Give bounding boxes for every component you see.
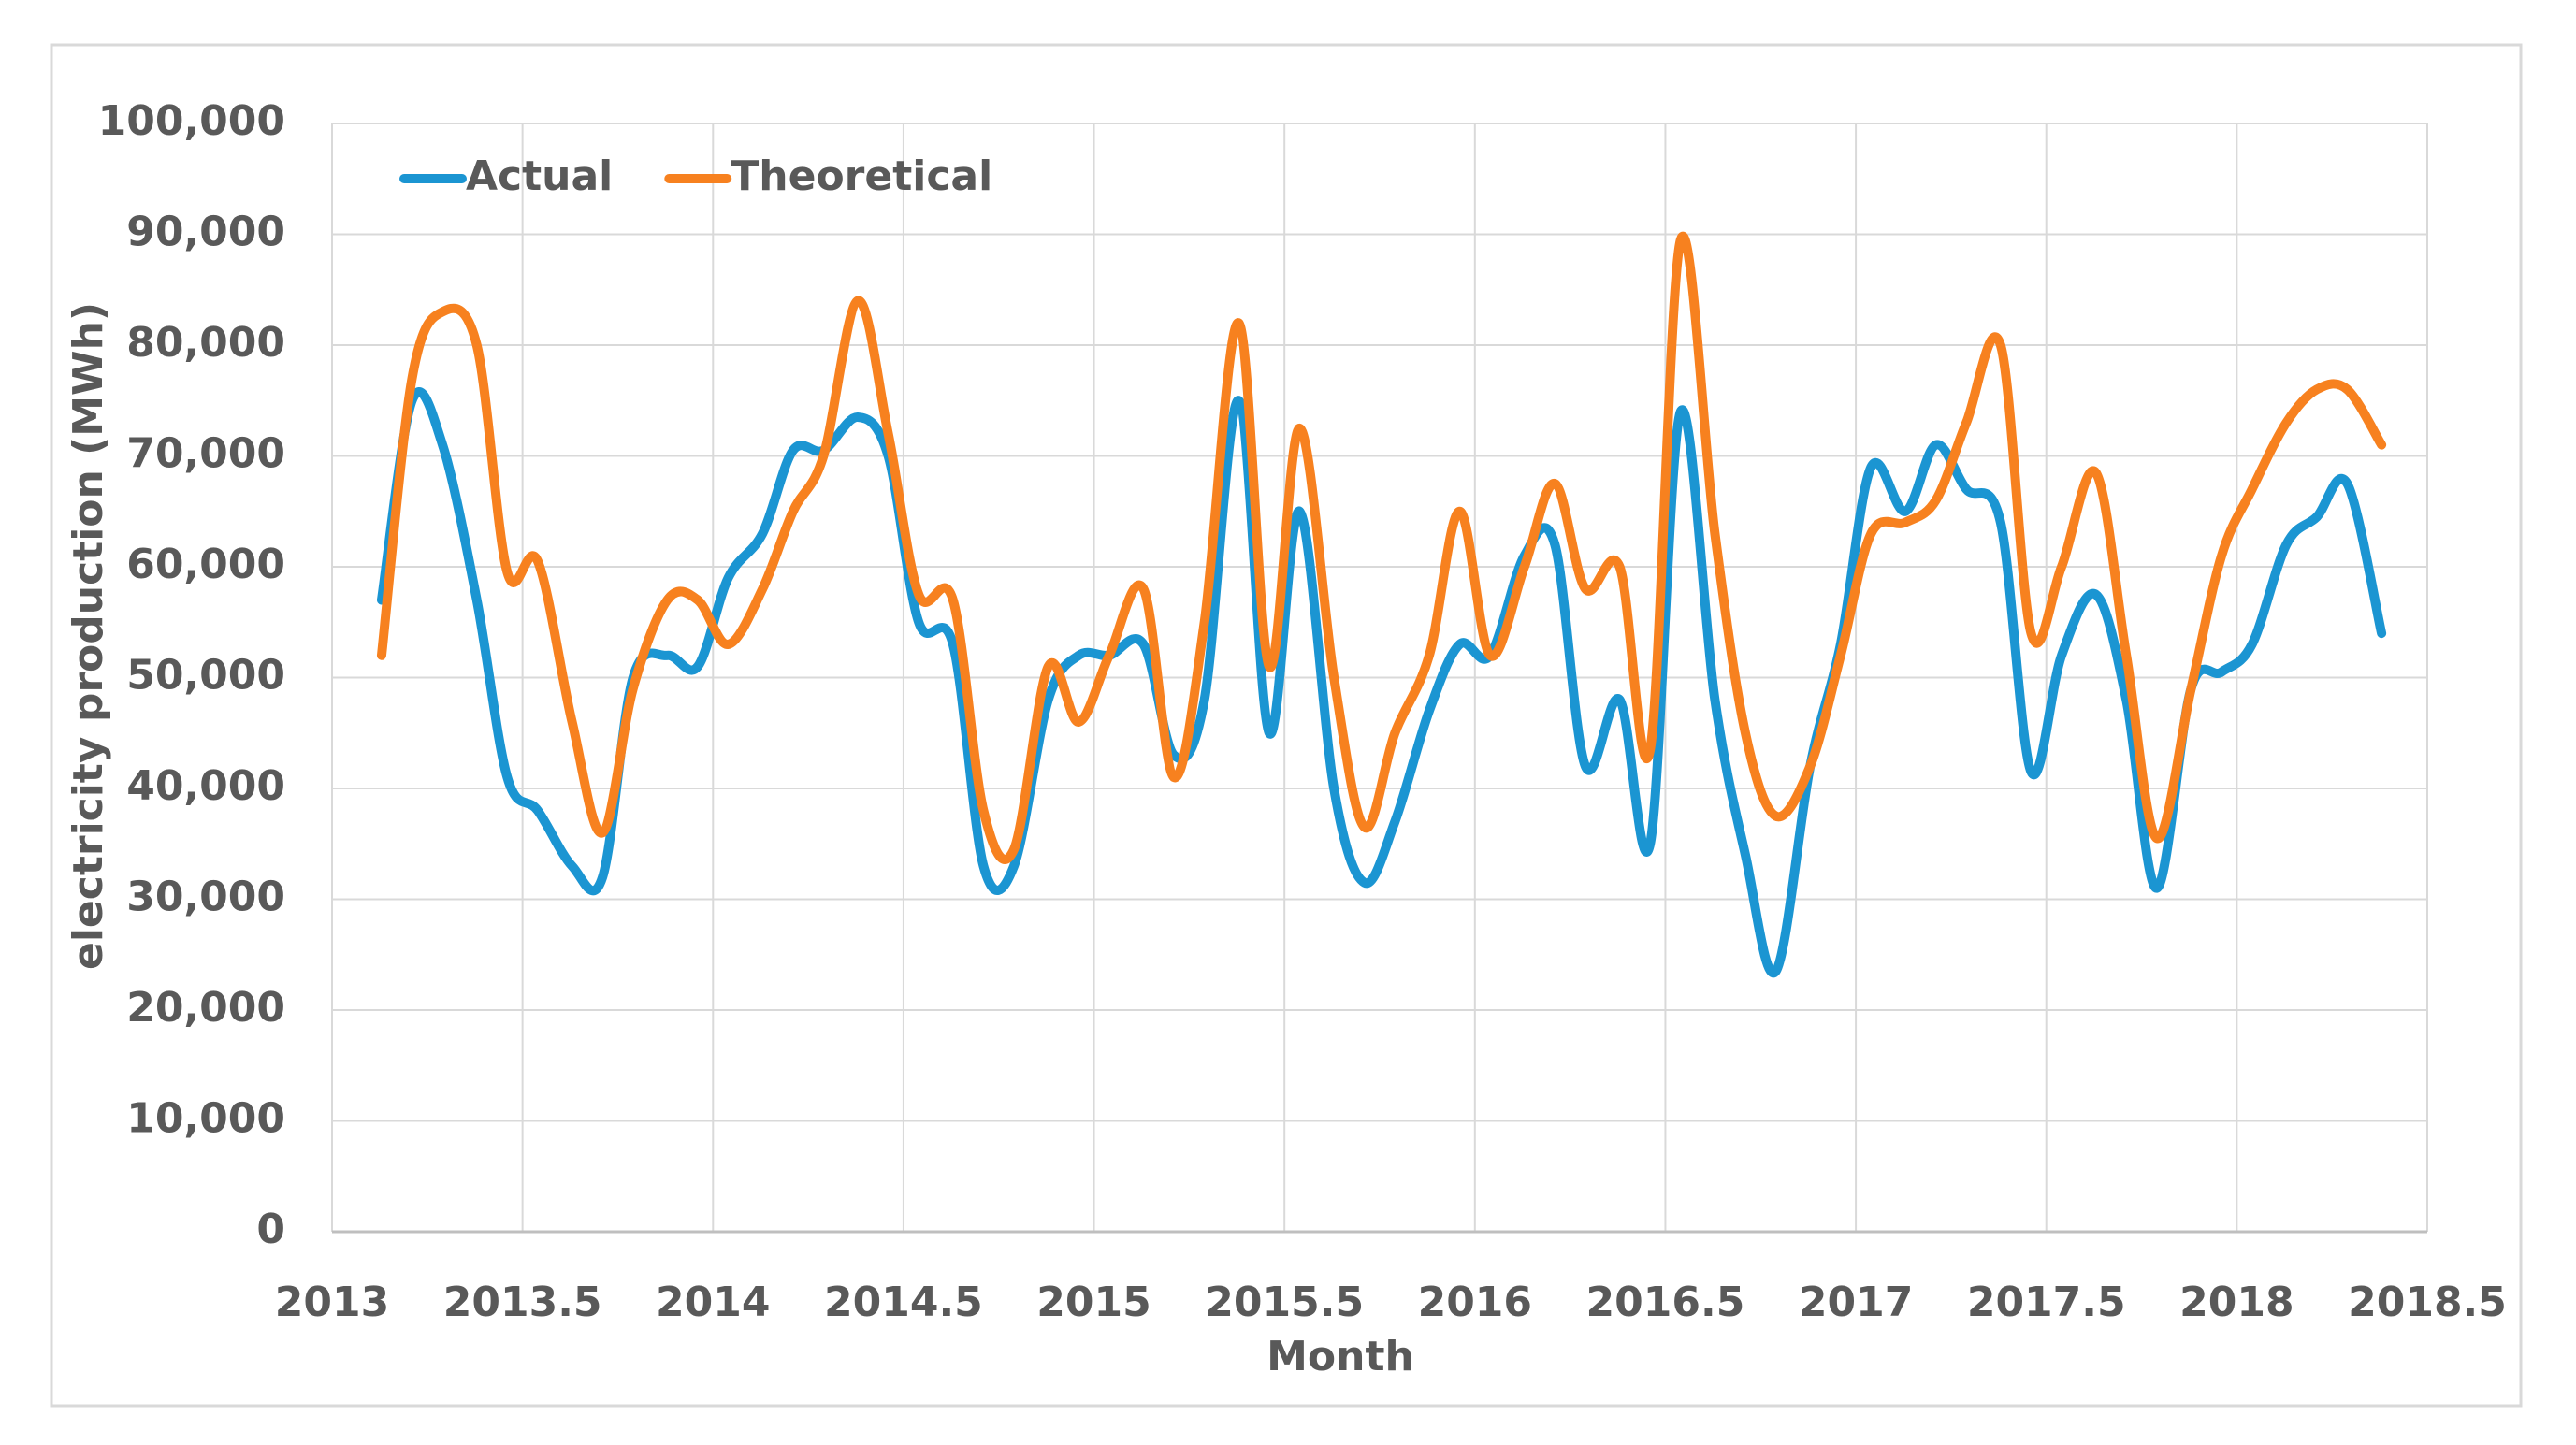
x-tick-label: 2018.5	[2348, 1279, 2507, 1326]
x-tick-label: 2017	[1799, 1279, 1913, 1326]
y-tick-label: 100,000	[98, 97, 285, 145]
y-tick-label: 20,000	[126, 984, 285, 1032]
data-line	[376, 387, 2387, 978]
y-tick-label: 60,000	[126, 541, 285, 588]
x-tick-label: 2014	[656, 1279, 770, 1326]
legend-label: Theoretical	[731, 152, 992, 200]
legend-label: Actual	[466, 152, 613, 200]
x-tick-label: 2015	[1036, 1279, 1151, 1326]
x-tick-label: 2015.5	[1205, 1279, 1364, 1326]
x-tick-label: 2014.5	[824, 1279, 983, 1326]
x-tick-label: 2016	[1418, 1279, 1532, 1326]
y-tick-label: 30,000	[126, 874, 285, 921]
x-tick-label: 2018	[2179, 1279, 2294, 1326]
y-tick-label: 90,000	[126, 209, 285, 256]
x-axis-label: Month	[1266, 1333, 1414, 1380]
x-tick-label: 2016.5	[1586, 1279, 1745, 1326]
chart-frame	[50, 43, 2523, 1408]
y-axis-label: electricity production (MWh)	[65, 302, 112, 970]
y-tick-label: 10,000	[126, 1095, 285, 1143]
y-tick-label: 50,000	[126, 652, 285, 700]
x-tick-label: 2017.5	[1967, 1279, 2126, 1326]
data-line	[376, 231, 2387, 864]
y-tick-label: 70,000	[126, 430, 285, 478]
x-tick-label: 2013	[275, 1279, 389, 1326]
y-tick-label: 0	[256, 1206, 285, 1253]
x-tick-label: 2013.5	[443, 1279, 602, 1326]
y-tick-label: 80,000	[126, 319, 285, 367]
y-tick-label: 40,000	[126, 762, 285, 810]
